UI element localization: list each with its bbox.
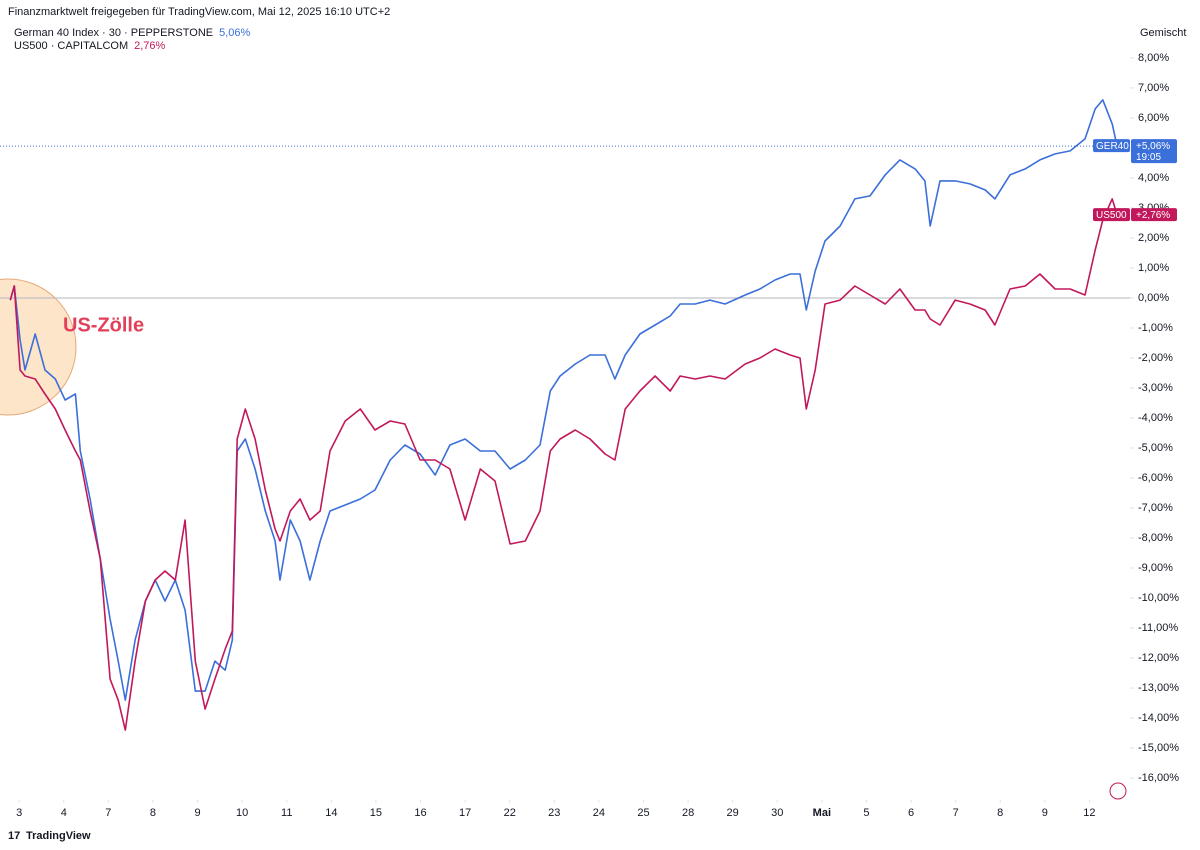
alert-icon[interactable] xyxy=(1109,782,1127,800)
legend-name: German 40 Index · 30 · PEPPERSTONE xyxy=(14,27,213,39)
x-tick-label: 30 xyxy=(771,807,783,819)
last-value-axis-tag xyxy=(1131,208,1177,222)
x-tick-label: 10 xyxy=(236,807,248,819)
x-tick-label: 9 xyxy=(1042,807,1048,819)
x-tick-label: 7 xyxy=(105,807,111,819)
legend-value: 2,76% xyxy=(134,40,165,52)
y-tick-label: -1,00% xyxy=(1138,322,1173,334)
plot: 8,00%7,00%6,00%5,00%4,00%3,00%2,00%1,00%… xyxy=(0,52,1179,819)
y-tick-label: 4,00% xyxy=(1138,172,1169,184)
x-tick-label: 8 xyxy=(997,807,1003,819)
x-tick-label: 6 xyxy=(908,807,914,819)
x-tick-label: 12 xyxy=(1083,807,1095,819)
chart-title: Finanzmarktwelt freigegeben für TradingV… xyxy=(8,6,390,18)
y-tick-label: -16,00% xyxy=(1138,772,1179,784)
watermark: TradingView xyxy=(26,830,91,842)
last-value-name: US500 xyxy=(1096,210,1127,221)
x-tick-label: 22 xyxy=(504,807,516,819)
y-tick-label: -8,00% xyxy=(1138,532,1173,544)
last-value-axis-tag xyxy=(1131,139,1177,164)
x-tick-label: 8 xyxy=(150,807,156,819)
x-tick-label: 3 xyxy=(16,807,22,819)
last-value-label: +5,06% xyxy=(1136,141,1170,152)
y-tick-label: 0,00% xyxy=(1138,292,1169,304)
y-tick-label: -13,00% xyxy=(1138,682,1179,694)
last-value-label: +2,76% xyxy=(1136,210,1170,221)
y-tick-label: -3,00% xyxy=(1138,382,1173,394)
scale-mode[interactable]: Gemischt xyxy=(1140,27,1186,39)
x-tick-label: Mai xyxy=(813,807,831,819)
y-tick-label: -6,00% xyxy=(1138,472,1173,484)
y-tick-label: 1,00% xyxy=(1138,262,1169,274)
x-tick-label: 14 xyxy=(325,807,337,819)
x-tick-label: 9 xyxy=(194,807,200,819)
legend-value: 5,06% xyxy=(219,27,250,39)
last-value-tag xyxy=(1093,139,1130,153)
x-tick-label: 28 xyxy=(682,807,694,819)
x-tick-label: 4 xyxy=(61,807,67,819)
y-tick-label: -9,00% xyxy=(1138,562,1173,574)
annotation: US-Zölle xyxy=(63,314,144,336)
y-tick-label: -15,00% xyxy=(1138,742,1179,754)
last-value-name: GER40 xyxy=(1096,141,1129,152)
series-line xyxy=(9,198,1118,731)
y-tick-label: -4,00% xyxy=(1138,412,1173,424)
legend-name: US500 · CAPITALCOM xyxy=(14,40,128,52)
y-tick-label: -10,00% xyxy=(1138,592,1179,604)
y-tick-label: 7,00% xyxy=(1138,82,1169,94)
x-tick-label: 29 xyxy=(727,807,739,819)
x-tick-label: 5 xyxy=(863,807,869,819)
logo: 17 xyxy=(8,830,20,842)
y-tick-label: -7,00% xyxy=(1138,502,1173,514)
y-tick-label: -12,00% xyxy=(1138,652,1179,664)
y-tick-label: 8,00% xyxy=(1138,52,1169,64)
y-tick-label: -14,00% xyxy=(1138,712,1179,724)
x-tick-label: 7 xyxy=(953,807,959,819)
x-tick-label: 17 xyxy=(459,807,471,819)
last-value-tag xyxy=(1093,208,1130,222)
x-tick-label: 25 xyxy=(637,807,649,819)
y-tick-label: -2,00% xyxy=(1138,352,1173,364)
x-tick-label: 16 xyxy=(414,807,426,819)
countdown: 19:05 xyxy=(1136,152,1161,163)
x-tick-label: 11 xyxy=(281,807,292,819)
x-tick-label: 15 xyxy=(370,807,382,819)
y-tick-label: -11,00% xyxy=(1138,622,1178,634)
y-tick-label: -5,00% xyxy=(1138,442,1173,454)
y-tick-label: 6,00% xyxy=(1138,112,1169,124)
x-tick-label: 23 xyxy=(548,807,560,819)
y-tick-label: 2,00% xyxy=(1138,232,1169,244)
x-tick-label: 24 xyxy=(593,807,605,819)
